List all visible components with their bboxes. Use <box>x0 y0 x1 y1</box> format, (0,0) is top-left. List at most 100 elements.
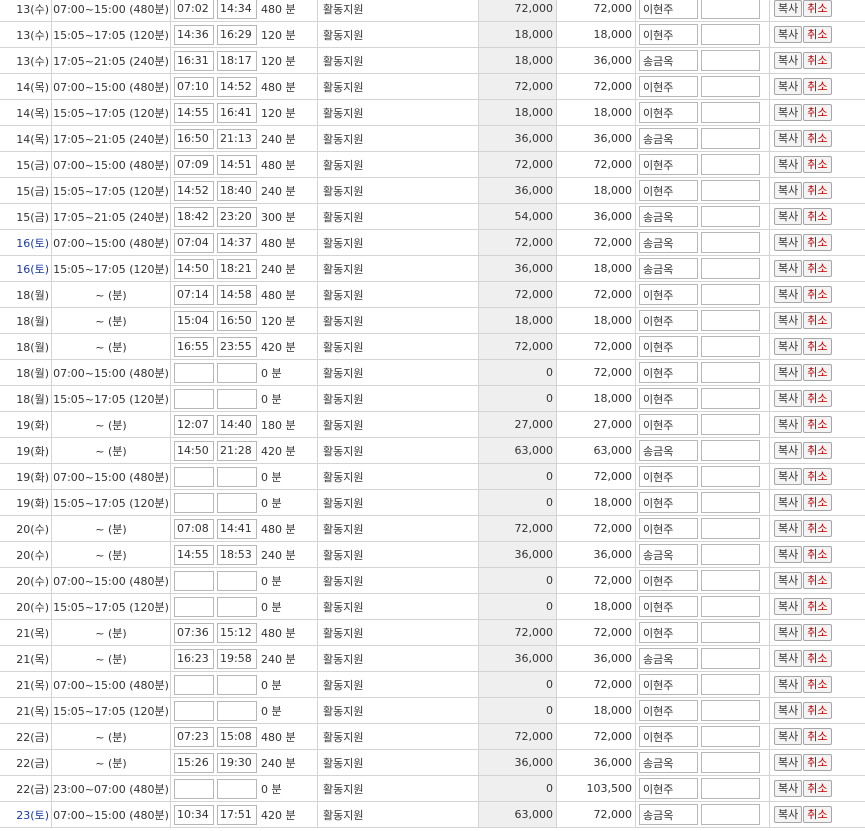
start-time-input[interactable]: 10:34 <box>174 804 214 825</box>
note-input[interactable] <box>701 128 760 149</box>
worker-name-input[interactable]: 송금옥 <box>639 648 698 669</box>
cancel-button[interactable]: 취소 <box>803 0 832 17</box>
worker-name-input[interactable]: 송금옥 <box>639 752 698 773</box>
copy-button[interactable]: 복사 <box>774 598 803 615</box>
worker-name-input[interactable]: 송금옥 <box>639 440 698 461</box>
cancel-button[interactable]: 취소 <box>803 780 832 797</box>
note-input[interactable] <box>701 674 760 695</box>
end-time-input[interactable]: 14:34 <box>217 0 257 19</box>
start-time-input[interactable]: 07:04 <box>174 232 214 253</box>
note-input[interactable] <box>701 622 760 643</box>
end-time-input[interactable] <box>217 778 257 799</box>
cancel-button[interactable]: 취소 <box>803 130 832 147</box>
copy-button[interactable]: 복사 <box>774 0 803 17</box>
start-time-input[interactable]: 15:26 <box>174 752 214 773</box>
end-time-input[interactable]: 14:37 <box>217 232 257 253</box>
copy-button[interactable]: 복사 <box>774 780 803 797</box>
note-input[interactable] <box>701 700 760 721</box>
copy-button[interactable]: 복사 <box>774 676 803 693</box>
cancel-button[interactable]: 취소 <box>803 312 832 329</box>
cancel-button[interactable]: 취소 <box>803 754 832 771</box>
end-time-input[interactable]: 23:20 <box>217 206 257 227</box>
cancel-button[interactable]: 취소 <box>803 234 832 251</box>
start-time-input[interactable]: 14:50 <box>174 258 214 279</box>
cancel-button[interactable]: 취소 <box>803 494 832 511</box>
copy-button[interactable]: 복사 <box>774 806 803 823</box>
end-time-input[interactable]: 14:52 <box>217 76 257 97</box>
note-input[interactable] <box>701 518 760 539</box>
copy-button[interactable]: 복사 <box>774 234 803 251</box>
worker-name-input[interactable]: 이현주 <box>639 414 698 435</box>
copy-button[interactable]: 복사 <box>774 78 803 95</box>
start-time-input[interactable]: 16:50 <box>174 128 214 149</box>
note-input[interactable] <box>701 284 760 305</box>
copy-button[interactable]: 복사 <box>774 52 803 69</box>
note-input[interactable] <box>701 232 760 253</box>
worker-name-input[interactable]: 이현주 <box>639 674 698 695</box>
end-time-input[interactable]: 19:30 <box>217 752 257 773</box>
worker-name-input[interactable]: 이현주 <box>639 284 698 305</box>
copy-button[interactable]: 복사 <box>774 702 803 719</box>
copy-button[interactable]: 복사 <box>774 208 803 225</box>
cancel-button[interactable]: 취소 <box>803 26 832 43</box>
cancel-button[interactable]: 취소 <box>803 546 832 563</box>
worker-name-input[interactable]: 이현주 <box>639 0 698 19</box>
cancel-button[interactable]: 취소 <box>803 390 832 407</box>
start-time-input[interactable]: 07:23 <box>174 726 214 747</box>
copy-button[interactable]: 복사 <box>774 650 803 667</box>
worker-name-input[interactable]: 이현주 <box>639 154 698 175</box>
copy-button[interactable]: 복사 <box>774 442 803 459</box>
note-input[interactable] <box>701 388 760 409</box>
end-time-input[interactable]: 16:41 <box>217 102 257 123</box>
worker-name-input[interactable]: 이현주 <box>639 336 698 357</box>
worker-name-input[interactable]: 송금옥 <box>639 128 698 149</box>
cancel-button[interactable]: 취소 <box>803 624 832 641</box>
worker-name-input[interactable]: 이현주 <box>639 388 698 409</box>
copy-button[interactable]: 복사 <box>774 104 803 121</box>
worker-name-input[interactable]: 송금옥 <box>639 206 698 227</box>
end-time-input[interactable]: 16:50 <box>217 310 257 331</box>
end-time-input[interactable] <box>217 674 257 695</box>
note-input[interactable] <box>701 804 760 825</box>
note-input[interactable] <box>701 414 760 435</box>
end-time-input[interactable]: 18:40 <box>217 180 257 201</box>
end-time-input[interactable]: 14:40 <box>217 414 257 435</box>
cancel-button[interactable]: 취소 <box>803 208 832 225</box>
start-time-input[interactable] <box>174 570 214 591</box>
end-time-input[interactable]: 21:13 <box>217 128 257 149</box>
cancel-button[interactable]: 취소 <box>803 260 832 277</box>
cancel-button[interactable]: 취소 <box>803 78 832 95</box>
copy-button[interactable]: 복사 <box>774 286 803 303</box>
start-time-input[interactable]: 07:10 <box>174 76 214 97</box>
end-time-input[interactable]: 18:17 <box>217 50 257 71</box>
cancel-button[interactable]: 취소 <box>803 650 832 667</box>
start-time-input[interactable]: 14:36 <box>174 24 214 45</box>
cancel-button[interactable]: 취소 <box>803 416 832 433</box>
copy-button[interactable]: 복사 <box>774 26 803 43</box>
note-input[interactable] <box>701 570 760 591</box>
note-input[interactable] <box>701 778 760 799</box>
copy-button[interactable]: 복사 <box>774 624 803 641</box>
copy-button[interactable]: 복사 <box>774 468 803 485</box>
end-time-input[interactable] <box>217 596 257 617</box>
worker-name-input[interactable]: 이현주 <box>639 570 698 591</box>
end-time-input[interactable]: 15:08 <box>217 726 257 747</box>
copy-button[interactable]: 복사 <box>774 364 803 381</box>
worker-name-input[interactable]: 이현주 <box>639 726 698 747</box>
note-input[interactable] <box>701 50 760 71</box>
worker-name-input[interactable]: 송금옥 <box>639 232 698 253</box>
copy-button[interactable]: 복사 <box>774 182 803 199</box>
copy-button[interactable]: 복사 <box>774 494 803 511</box>
copy-button[interactable]: 복사 <box>774 338 803 355</box>
cancel-button[interactable]: 취소 <box>803 364 832 381</box>
end-time-input[interactable]: 17:51 <box>217 804 257 825</box>
note-input[interactable] <box>701 466 760 487</box>
start-time-input[interactable]: 12:07 <box>174 414 214 435</box>
cancel-button[interactable]: 취소 <box>803 104 832 121</box>
end-time-input[interactable]: 15:12 <box>217 622 257 643</box>
note-input[interactable] <box>701 24 760 45</box>
start-time-input[interactable]: 18:42 <box>174 206 214 227</box>
start-time-input[interactable] <box>174 674 214 695</box>
note-input[interactable] <box>701 310 760 331</box>
end-time-input[interactable] <box>217 388 257 409</box>
